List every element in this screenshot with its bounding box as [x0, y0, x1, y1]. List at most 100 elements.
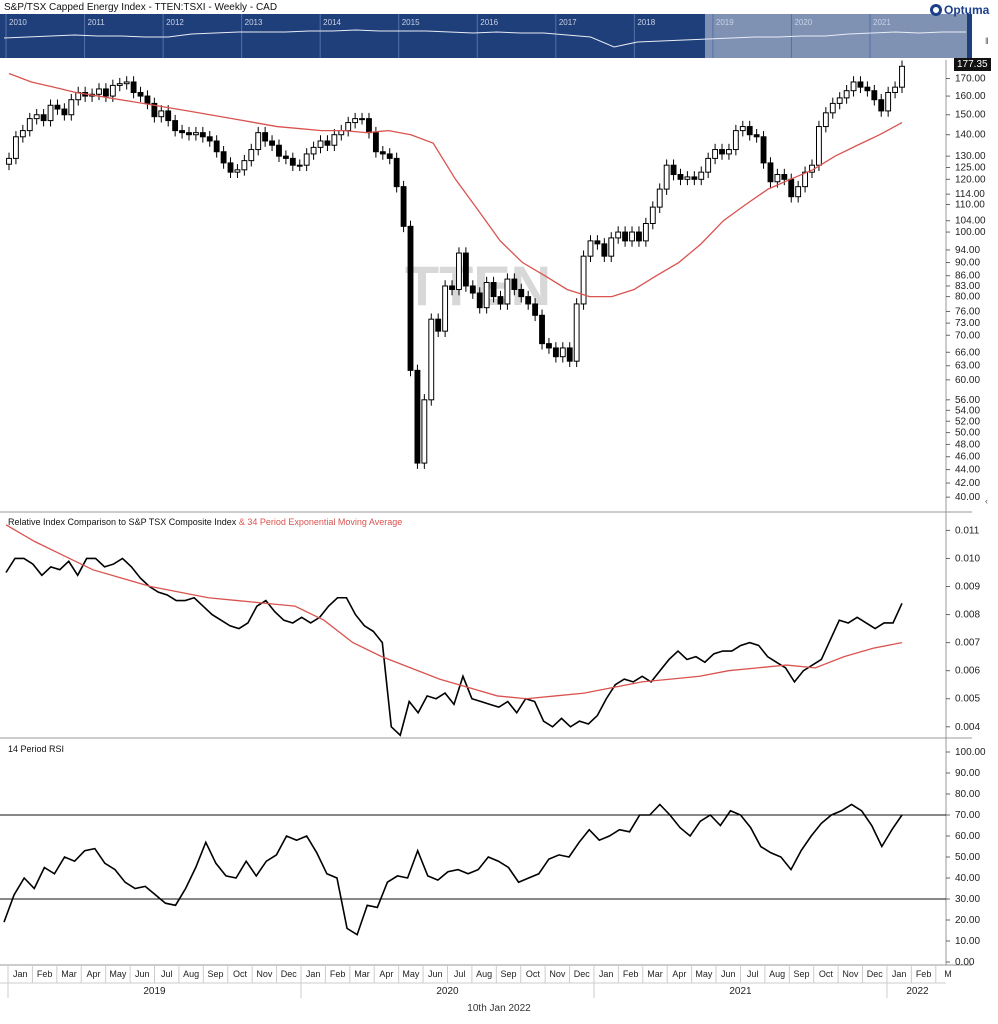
candle [331, 128, 338, 152]
candle-body [96, 88, 102, 95]
candle [636, 226, 642, 247]
candle [469, 280, 476, 299]
candle [393, 152, 400, 193]
candle [220, 146, 227, 169]
candle-body [899, 65, 905, 88]
rsi-tick-label: 40.00 [955, 873, 980, 884]
month-label: Aug [183, 969, 199, 979]
candle [712, 143, 719, 165]
x-axis: Jan Feb Mar Apr May Jun Jul Aug Sep Oct Nov Dec Jan F… [7, 965, 952, 998]
relative-ema-name: & 34 Period Exponential Moving Average [238, 517, 403, 527]
relative-y-axis: 0.004 0.005 0.006 0.007 0.008 0.009 0.010 0.011 [946, 525, 980, 733]
rsi-tick-label: 0.00 [955, 957, 975, 968]
candle-body [587, 240, 594, 257]
candle-body [449, 285, 455, 290]
candle [684, 171, 691, 186]
price-tick-label: 86.00 [955, 271, 980, 282]
candle [116, 77, 123, 92]
candle-body [483, 282, 490, 309]
candle-body [68, 99, 75, 116]
candle-body [566, 347, 573, 362]
month-label: Nov [842, 969, 859, 979]
month-label: Jun [135, 969, 150, 979]
overview-year-label: 2011 [88, 18, 106, 27]
candle [151, 97, 158, 123]
overview-visible-range[interactable] [705, 14, 967, 58]
relative-index-panel[interactable] [5, 524, 903, 737]
month-label: Nov [549, 969, 566, 979]
overview-year-label: 2014 [323, 18, 341, 27]
month-label: May [402, 969, 420, 979]
overview-year-label: 2019 [716, 18, 734, 27]
candle [227, 157, 234, 179]
candle-body [172, 120, 179, 132]
candle-body [476, 292, 483, 309]
candle [559, 342, 566, 363]
month-label: Jun [721, 969, 736, 979]
candle-body [615, 231, 622, 239]
overview-strip[interactable]: 2010 2011 2012 2013 2014 2015 2016 2017 2018 2019… [0, 14, 972, 58]
month-label: Jul [747, 969, 759, 979]
candle [753, 128, 760, 143]
price-tick-label: 110.00 [955, 199, 985, 210]
month-label: May [695, 969, 713, 979]
last-price-badge: 177.35 [954, 58, 991, 71]
overview-year-label: 2016 [480, 18, 498, 27]
price-tick-label: 104.00 [955, 216, 986, 227]
candle [47, 99, 54, 127]
candle-body [12, 136, 19, 159]
price-panel[interactable] [6, 60, 905, 469]
month-label: Jun [428, 969, 443, 979]
relative-tick-label: 0.011 [955, 525, 980, 536]
candle-body [608, 237, 615, 257]
month-label: Jul [454, 969, 466, 979]
month-label: Jan [892, 969, 907, 979]
overview-scroll-icon[interactable]: ‖ [985, 36, 989, 46]
candle [649, 201, 656, 230]
candle-body [684, 176, 691, 180]
candle-body [552, 347, 559, 358]
candle-body [629, 231, 635, 242]
candle [497, 290, 504, 310]
overview-price-line [3, 29, 966, 48]
candle-body [774, 174, 781, 183]
price-tick-label: 73.00 [955, 318, 980, 329]
candle [282, 150, 289, 165]
candle [269, 135, 275, 152]
candle [310, 141, 317, 160]
candle-body [165, 110, 172, 122]
candle-body [393, 157, 400, 188]
candle-body [206, 136, 213, 142]
candle [206, 131, 213, 147]
month-label: Apr [672, 969, 686, 979]
candle [255, 126, 262, 156]
candle [414, 364, 421, 469]
year-label: 2021 [729, 986, 752, 997]
price-tick-label: 76.00 [955, 306, 980, 317]
relative-panel-title: Relative Index Comparison to S&P TSX Com… [8, 517, 402, 527]
price-tick-label: 114.00 [955, 189, 985, 200]
candle [518, 283, 525, 303]
candle-body [310, 146, 317, 155]
scroll-left-icon[interactable]: ‹ [985, 496, 988, 506]
month-label: Mar [61, 969, 77, 979]
candle [54, 99, 61, 115]
candle [511, 273, 518, 296]
rsi-panel[interactable] [0, 803, 946, 936]
month-label: Sep [793, 969, 809, 979]
rsi-tick-label: 30.00 [955, 894, 980, 905]
candle-body [753, 134, 760, 138]
candle-body [137, 91, 144, 97]
candle [172, 114, 179, 137]
candle-body [511, 278, 518, 290]
candle-body [788, 178, 795, 198]
candle [539, 309, 545, 350]
candle [462, 247, 469, 292]
candle [192, 126, 199, 141]
candle-body [829, 102, 836, 114]
rsi-tick-label: 60.00 [955, 831, 980, 842]
price-tick-label: 54.00 [955, 405, 980, 416]
candle-body [352, 118, 359, 124]
price-tick-label: 125.00 [955, 162, 986, 173]
